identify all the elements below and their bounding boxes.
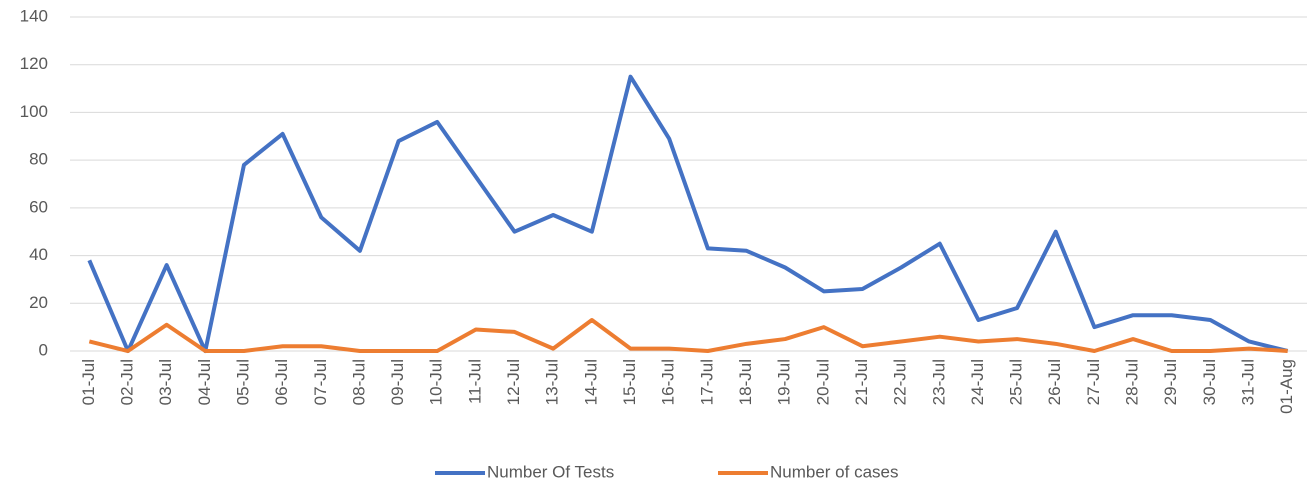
x-tick-label: 01-Aug: [1277, 359, 1296, 414]
x-tick-label: 31-Jul: [1239, 359, 1258, 405]
line-series: [87, 74, 1289, 353]
x-tick-label: 21-Jul: [852, 359, 871, 405]
x-tick-label: 26-Jul: [1045, 359, 1064, 405]
x-tick-label: 20-Jul: [813, 359, 832, 405]
x-tick-label: 14-Jul: [581, 359, 600, 405]
y-tick-label: 40: [29, 245, 48, 264]
y-tick-label: 20: [29, 293, 48, 312]
x-tick-label: 05-Jul: [233, 359, 252, 405]
x-tick-label: 17-Jul: [697, 359, 716, 405]
x-tick-label: 27-Jul: [1084, 359, 1103, 405]
x-tick-label: 09-Jul: [388, 359, 407, 405]
x-tick-label: 22-Jul: [891, 359, 910, 405]
x-tick-label: 19-Jul: [775, 359, 794, 405]
x-tick-label: 15-Jul: [620, 359, 639, 405]
x-tick-label: 03-Jul: [156, 359, 175, 405]
y-tick-label: 80: [29, 150, 48, 169]
x-tick-label: 16-Jul: [659, 359, 678, 405]
x-tick-label: 01-Jul: [79, 359, 98, 405]
x-tick-label: 02-Jul: [117, 359, 136, 405]
y-tick-label: 60: [29, 197, 48, 216]
line-series: [88, 317, 1288, 353]
legend-label: Number Of Tests: [487, 462, 614, 481]
x-tick-label: 13-Jul: [543, 359, 562, 405]
x-tick-label: 18-Jul: [736, 359, 755, 405]
x-tick-label: 29-Jul: [1161, 359, 1180, 405]
x-tick-label: 08-Jul: [349, 359, 368, 405]
y-tick-label: 100: [20, 102, 48, 121]
legend-label: Number of cases: [770, 462, 899, 481]
x-tick-label: 28-Jul: [1123, 359, 1142, 405]
x-tick-label: 12-Jul: [504, 359, 523, 405]
x-tick-label: 10-Jul: [427, 359, 446, 405]
x-tick-label: 07-Jul: [311, 359, 330, 405]
x-tick-label: 23-Jul: [929, 359, 948, 405]
x-tick-label: 06-Jul: [272, 359, 291, 405]
x-tick-label: 30-Jul: [1200, 359, 1219, 405]
x-tick-label: 25-Jul: [1007, 359, 1026, 405]
x-tick-label: 04-Jul: [195, 359, 214, 405]
x-tick-label: 11-Jul: [465, 359, 484, 404]
x-tick-label: 24-Jul: [968, 359, 987, 405]
y-tick-label: 120: [20, 54, 48, 73]
y-tick-label: 140: [20, 6, 48, 25]
y-tick-label: 0: [39, 340, 48, 359]
